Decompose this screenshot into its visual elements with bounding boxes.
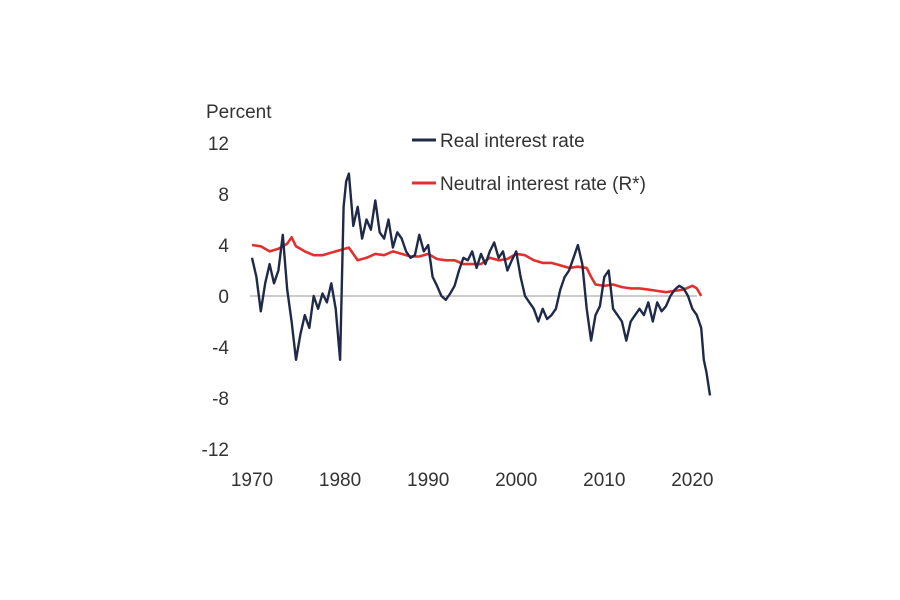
- y-axis: 12 8 4 0 -4 -8 -12: [202, 134, 230, 461]
- y-tick-label: 0: [218, 287, 229, 308]
- y-tick-label: -8: [212, 389, 229, 410]
- x-tick-label: 2010: [583, 470, 625, 491]
- x-axis: 1970 1980 1990 2000 2010 2020: [231, 470, 714, 491]
- x-tick-label: 2020: [671, 470, 713, 491]
- y-tick-label: 4: [218, 236, 229, 257]
- legend-label-neutral-rate: Neutral interest rate (R*): [440, 174, 646, 195]
- x-tick-label: 2000: [495, 470, 537, 491]
- legend-label-real-rate: Real interest rate: [440, 131, 585, 152]
- y-tick-label: -4: [212, 338, 229, 359]
- x-tick-label: 1970: [231, 470, 273, 491]
- x-tick-label: 1990: [407, 470, 449, 491]
- y-tick-label: -12: [202, 440, 229, 461]
- series-line-neutral-rate: [251, 236, 703, 297]
- y-tick-label: 8: [218, 185, 229, 206]
- x-tick-label: 1980: [319, 470, 361, 491]
- legend: Real interest rate Neutral interest rate…: [412, 131, 646, 195]
- plot-area: [250, 172, 712, 396]
- y-tick-label: 12: [208, 134, 229, 155]
- y-unit-label: Percent: [206, 102, 272, 123]
- series-line-real-rate: [250, 172, 712, 396]
